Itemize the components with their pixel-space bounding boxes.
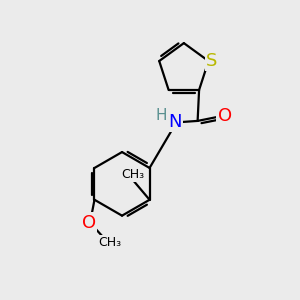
Text: S: S <box>206 52 218 70</box>
Text: O: O <box>218 107 232 125</box>
Text: O: O <box>82 214 96 232</box>
Text: CH₃: CH₃ <box>98 236 122 249</box>
Text: N: N <box>168 113 182 131</box>
Text: H: H <box>156 108 167 123</box>
Text: CH₃: CH₃ <box>121 168 144 181</box>
